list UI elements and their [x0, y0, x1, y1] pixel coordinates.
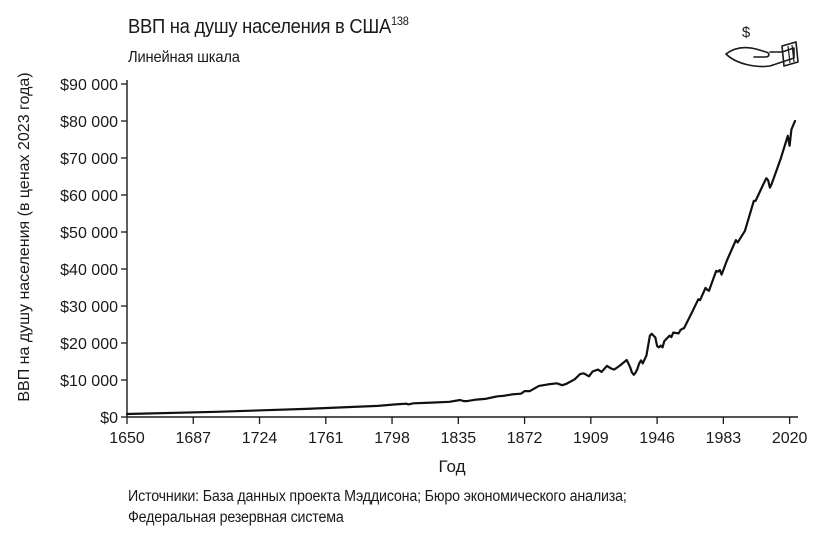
x-tick-label: 1724: [242, 430, 278, 447]
y-tick-label: $10 000: [60, 373, 118, 390]
sources-line-1: Источники: База данных проекта Мэддисона…: [128, 488, 627, 505]
gdp-per-capita-line: [125, 119, 797, 416]
x-tick-label: 1983: [706, 430, 742, 447]
x-axis-ticks: 1650 1687 1724 1761 1798 1835 1872 1909 1946 1983…: [109, 417, 808, 447]
x-tick-label: 2020: [772, 430, 808, 447]
chart-title-text: ВВП на душу населения в США: [128, 16, 391, 38]
x-tick-label: 1761: [308, 430, 344, 447]
sources-note: Источники: База данных проекта Мэддисона…: [128, 486, 627, 528]
y-tick-label: $80 000: [60, 114, 118, 131]
x-axis-label: Год: [438, 457, 465, 476]
x-tick-label: 1835: [441, 430, 477, 447]
chart-subtitle: Линейная шкала: [128, 49, 240, 66]
y-axis-ticks: $0 $10 000 $20 000 $30 000 $40 000 $50 000 $60…: [60, 77, 127, 427]
x-tick-label: 1909: [573, 430, 609, 447]
x-tick-label: 1687: [175, 430, 211, 447]
sources-line-2: Федеральная резервная система: [128, 509, 344, 526]
y-tick-label: $50 000: [60, 225, 118, 242]
y-axis-label: ВВП на душу населения (в ценах 2023 года…: [16, 72, 33, 401]
title-footnote-ref: 138: [390, 14, 409, 28]
y-tick-label: $90 000: [60, 77, 118, 94]
dollar-sign: $: [742, 24, 751, 41]
y-tick-label: $70 000: [60, 151, 118, 168]
x-tick-label: 1650: [109, 430, 145, 447]
chart-title: ВВП на душу населения в США138: [128, 14, 409, 39]
y-tick-label: $30 000: [60, 299, 118, 316]
y-tick-label: $0: [100, 410, 118, 427]
y-tick-label: $40 000: [60, 262, 118, 279]
x-tick-label: 1946: [639, 430, 675, 447]
x-tick-label: 1872: [507, 430, 543, 447]
y-tick-label: $60 000: [60, 188, 118, 205]
hand-holding-dollar-icon: $: [722, 22, 800, 77]
x-tick-label: 1798: [374, 430, 410, 447]
y-tick-label: $20 000: [60, 336, 118, 353]
